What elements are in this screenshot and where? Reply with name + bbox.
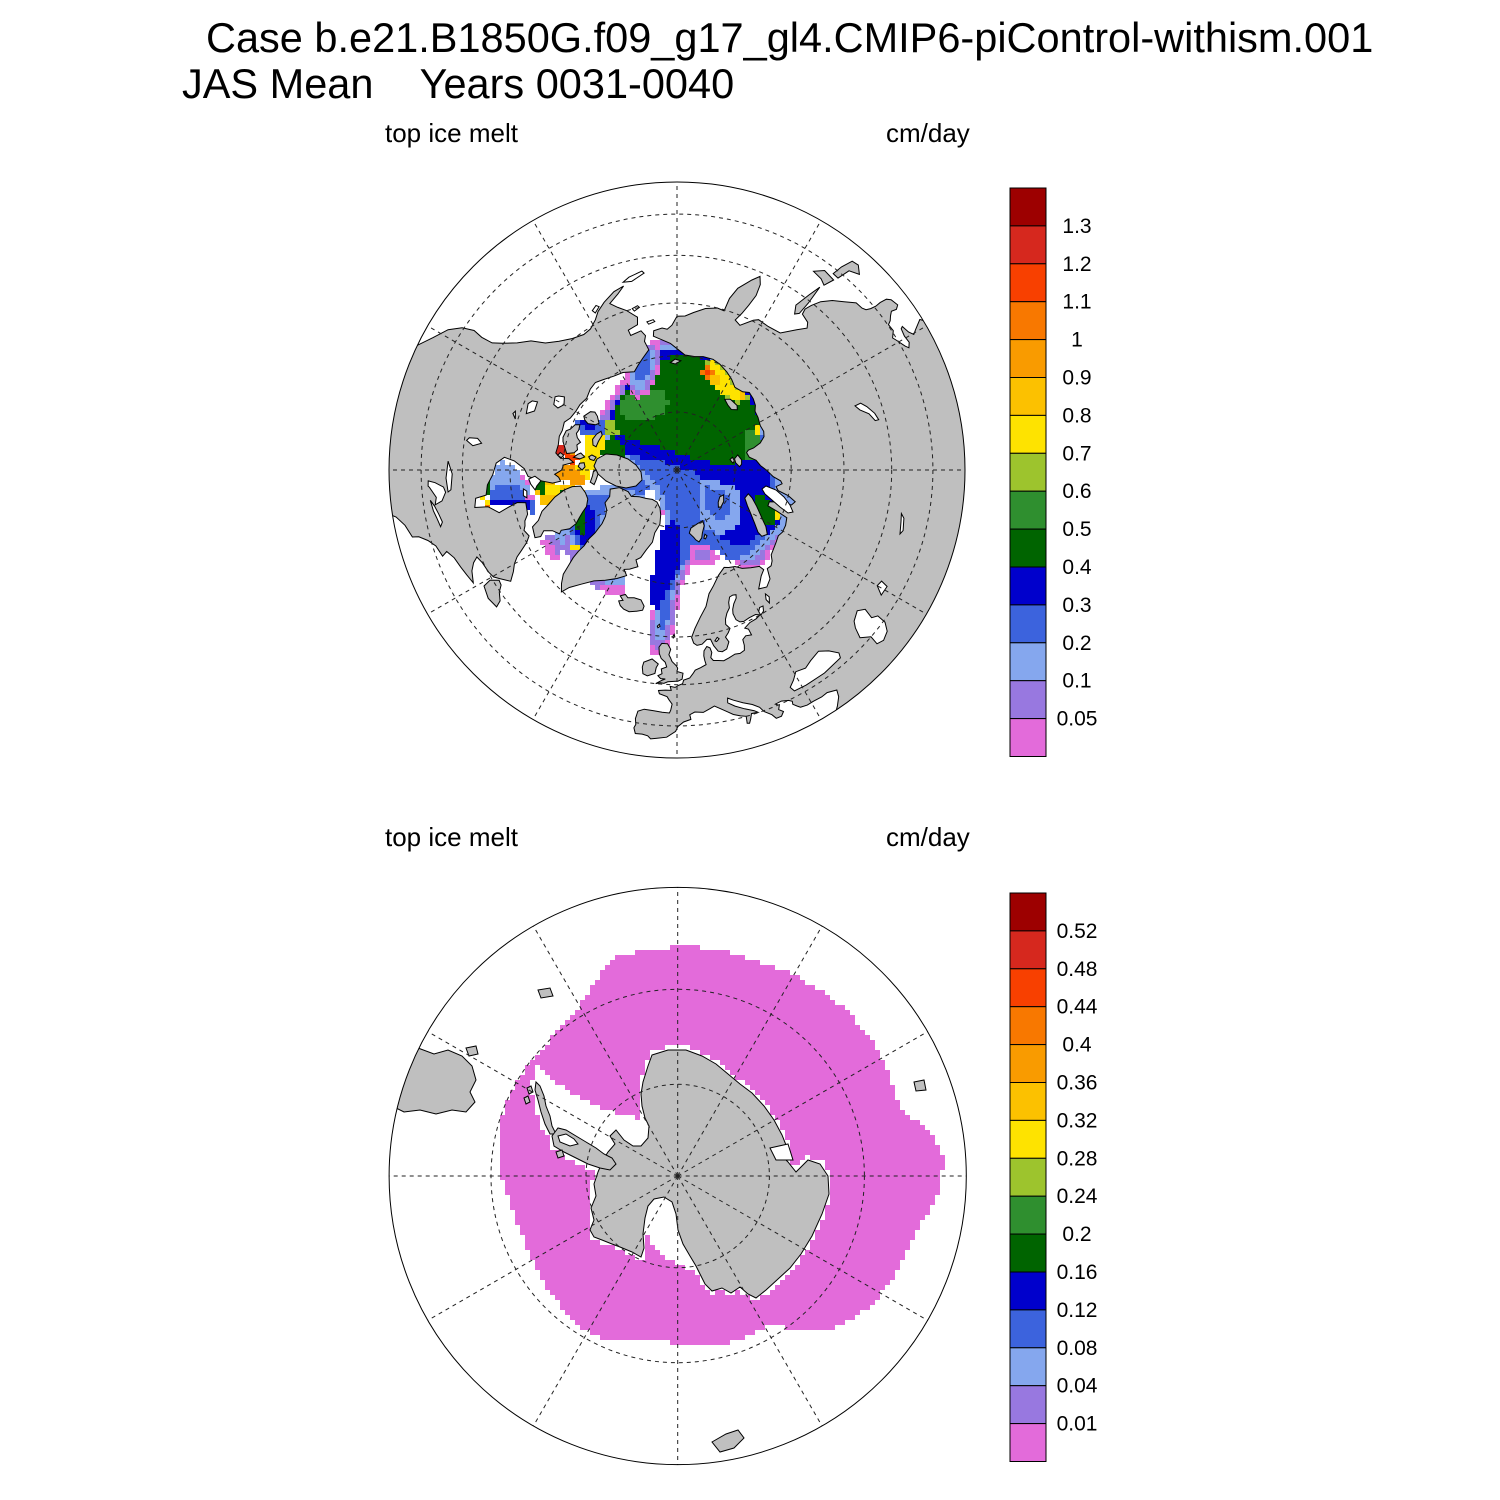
svg-text:1.3: 1.3: [1062, 215, 1091, 238]
svg-text:top ice melt: top ice melt: [385, 822, 519, 852]
svg-text:0.04: 0.04: [1057, 1375, 1098, 1398]
svg-text:0.44: 0.44: [1057, 996, 1098, 1019]
svg-text:0.2: 0.2: [1062, 1223, 1091, 1246]
svg-text:0.48: 0.48: [1057, 958, 1098, 981]
svg-text:0.4: 0.4: [1062, 556, 1092, 579]
svg-text:0.01: 0.01: [1057, 1413, 1098, 1436]
svg-text:1.2: 1.2: [1062, 253, 1091, 276]
svg-text:0.12: 0.12: [1057, 1299, 1098, 1322]
svg-text:0.08: 0.08: [1057, 1337, 1098, 1360]
svg-text:top ice melt: top ice melt: [385, 118, 519, 148]
svg-text:0.9: 0.9: [1062, 367, 1091, 390]
svg-text:0.4: 0.4: [1062, 1034, 1092, 1057]
svg-text:1.1: 1.1: [1062, 291, 1091, 314]
svg-text:0.7: 0.7: [1062, 442, 1091, 465]
svg-text:0.2: 0.2: [1062, 632, 1091, 655]
svg-text:0.24: 0.24: [1057, 1185, 1098, 1208]
svg-text:0.05: 0.05: [1057, 708, 1098, 731]
svg-text:cm/day: cm/day: [886, 118, 970, 148]
svg-text:0.3: 0.3: [1062, 594, 1091, 617]
svg-text:0.32: 0.32: [1057, 1109, 1098, 1132]
svg-text:0.16: 0.16: [1057, 1261, 1098, 1284]
svg-text:0.6: 0.6: [1062, 480, 1091, 503]
svg-text:1: 1: [1071, 329, 1083, 352]
svg-text:JAS Mean Years 0031-0040: JAS Mean Years 0031-0040: [182, 60, 734, 107]
svg-text:0.8: 0.8: [1062, 404, 1091, 427]
svg-text:0.28: 0.28: [1057, 1147, 1098, 1170]
svg-text:0.5: 0.5: [1062, 518, 1091, 541]
svg-text:cm/day: cm/day: [886, 822, 970, 852]
svg-text:0.1: 0.1: [1062, 670, 1091, 693]
svg-text:Case b.e21.B1850G.f09_g17_gl4.: Case b.e21.B1850G.f09_g17_gl4.CMIP6-piCo…: [206, 14, 1373, 61]
svg-text:0.36: 0.36: [1057, 1072, 1098, 1095]
svg-text:0.52: 0.52: [1057, 920, 1098, 943]
